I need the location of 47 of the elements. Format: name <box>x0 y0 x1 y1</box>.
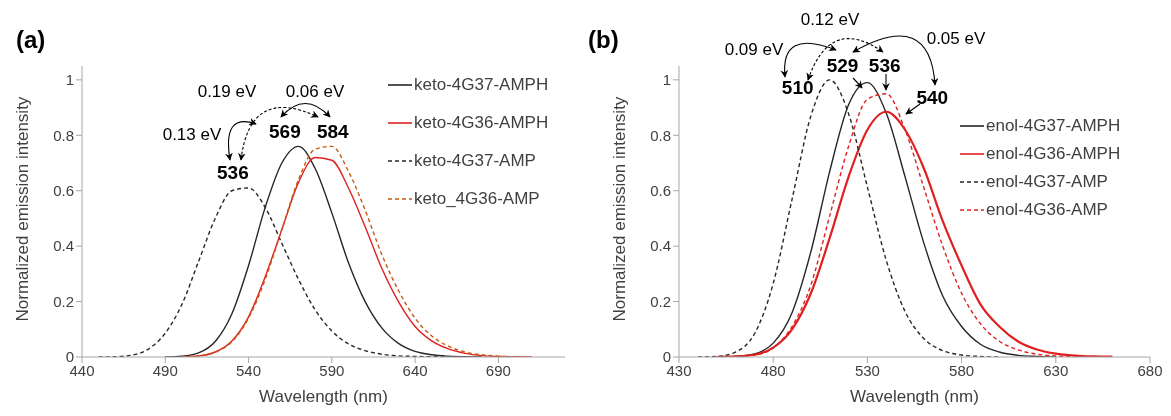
x-tick-label: 640 <box>402 361 428 379</box>
legend-label: keto-4G37-AMPH <box>414 75 549 95</box>
y-tick-label: 0.2 <box>650 292 671 310</box>
x-tick-label: 630 <box>1043 361 1069 379</box>
legend-label: enol-4G36-AMP <box>986 200 1108 220</box>
x-axis-title: Wavelength (nm) <box>259 387 388 406</box>
annotation: 510 <box>781 76 814 99</box>
legend-label: keto-4G36-AMPH <box>414 113 549 133</box>
x-tick-label: 540 <box>236 361 262 379</box>
y-tick-label: 0.6 <box>53 182 74 200</box>
chart-title: (a) <box>16 26 46 54</box>
x-tick-label: 680 <box>1137 361 1163 379</box>
legend-label: enol-4G36-AMPH <box>986 144 1121 164</box>
annotation: 536 <box>868 54 901 77</box>
chart-title: (b) <box>588 26 619 54</box>
annotation: 0.13 eV <box>162 125 222 145</box>
y-tick-label: 1 <box>65 71 74 89</box>
y-tick-label: 0.8 <box>53 126 74 144</box>
legend-label: enol-4G37-AMP <box>986 172 1108 192</box>
x-axis-title: Wavelength (nm) <box>850 387 979 406</box>
y-axis-title: Normalized emission intensity <box>610 96 630 322</box>
x-tick-label: 480 <box>760 361 786 379</box>
legend-label: keto-4G37-AMP <box>414 151 536 171</box>
x-tick-label: 690 <box>485 361 511 379</box>
annotation: 529 <box>826 54 859 77</box>
y-tick-label: 0.8 <box>650 126 671 144</box>
annotation: 540 <box>916 86 949 109</box>
x-tick-label: 530 <box>854 361 880 379</box>
x-tick-label: 490 <box>152 361 178 379</box>
text: 0.09 eV <box>724 40 784 60</box>
x-tick-label: 580 <box>949 361 975 379</box>
annotation: 0.19 eV <box>197 82 257 102</box>
annotation: 0.06 eV <box>285 82 345 102</box>
text: 0.05 eV <box>926 29 986 49</box>
legend-label: keto_4G36-AMP <box>414 189 540 209</box>
y-tick-label: 0.6 <box>650 182 671 200</box>
y-axis-title: Normalized emission intensity <box>13 96 33 322</box>
y-tick-label: 0.4 <box>650 237 671 255</box>
annotation: 536 <box>217 162 249 185</box>
x-tick-label: 590 <box>319 361 345 379</box>
annotation: 584 <box>316 120 349 143</box>
y-tick-label: 0.2 <box>53 292 74 310</box>
annotation: 569 <box>268 121 301 144</box>
y-tick-label: 1 <box>662 71 671 89</box>
y-tick-label: 0.4 <box>53 237 74 255</box>
legend-label: enol-4G37-AMPH <box>986 116 1121 136</box>
text: 0.12 eV <box>800 10 860 30</box>
